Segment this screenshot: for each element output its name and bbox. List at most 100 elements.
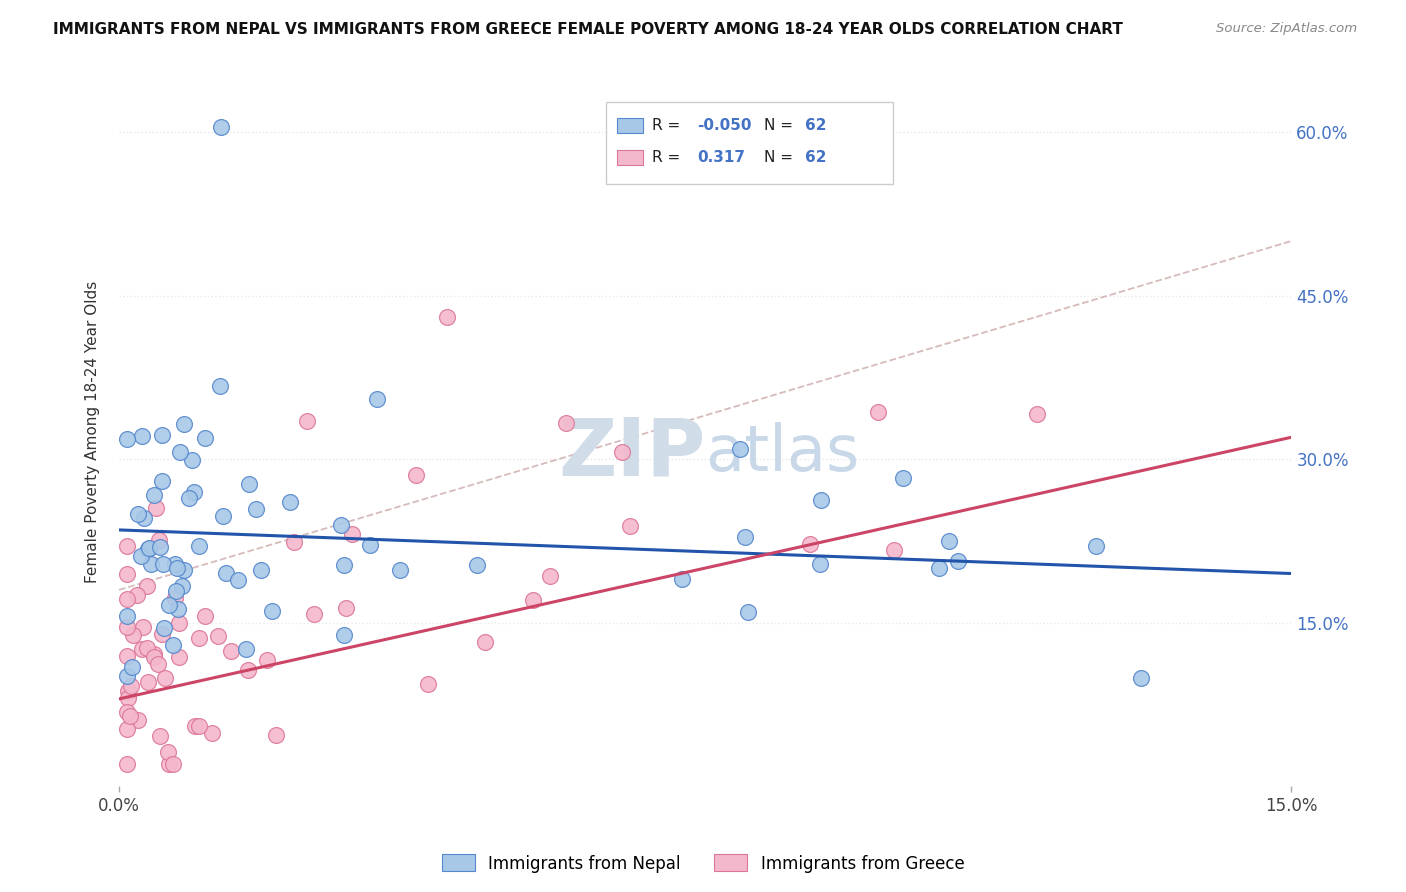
Point: [891, 471, 914, 485]
Text: -0.050: -0.050: [697, 118, 752, 133]
Point: [238, 476, 260, 491]
Point: [194, 609, 217, 624]
Point: [256, 653, 278, 667]
Point: [219, 644, 242, 658]
Point: [177, 491, 200, 505]
Point: [184, 719, 207, 733]
Point: [167, 602, 190, 616]
Point: [132, 619, 155, 633]
Point: [132, 511, 155, 525]
Point: [165, 584, 187, 599]
Point: [115, 432, 138, 446]
Text: 62: 62: [804, 118, 827, 133]
Point: [250, 563, 273, 577]
Point: [728, 442, 751, 457]
Point: [734, 530, 756, 544]
Point: [150, 626, 173, 640]
Point: [405, 468, 427, 483]
Point: [522, 592, 544, 607]
Point: [138, 542, 160, 557]
Text: ZIP: ZIP: [558, 414, 706, 492]
Point: [117, 684, 139, 698]
Point: [330, 518, 353, 533]
Point: [149, 540, 172, 554]
Point: [157, 598, 180, 612]
Point: [115, 566, 138, 581]
Text: IMMIGRANTS FROM NEPAL VS IMMIGRANTS FROM GREECE FEMALE POVERTY AMONG 18-24 YEAR : IMMIGRANTS FROM NEPAL VS IMMIGRANTS FROM…: [53, 22, 1123, 37]
Point: [810, 493, 832, 508]
Text: R =: R =: [652, 150, 690, 165]
Point: [172, 579, 194, 593]
Point: [283, 535, 305, 549]
Point: [416, 676, 439, 690]
Point: [264, 728, 287, 742]
Point: [115, 757, 138, 772]
Point: [169, 649, 191, 664]
Point: [152, 475, 174, 489]
Point: [173, 563, 195, 577]
Point: [120, 680, 142, 694]
Point: [135, 640, 157, 655]
Point: [808, 557, 831, 571]
Point: [474, 635, 496, 649]
Point: [236, 663, 259, 677]
Point: [359, 538, 381, 552]
Point: [125, 588, 148, 602]
Point: [366, 392, 388, 406]
Point: [389, 563, 412, 577]
Point: [149, 729, 172, 743]
Point: [211, 509, 233, 524]
Point: [538, 569, 561, 583]
Point: [115, 620, 138, 634]
Bar: [617, 150, 643, 165]
Point: [173, 417, 195, 431]
Point: [883, 543, 905, 558]
Point: [143, 650, 166, 665]
Point: [180, 452, 202, 467]
Point: [799, 537, 821, 551]
Text: atlas: atlas: [706, 422, 859, 484]
Point: [235, 642, 257, 657]
Point: [120, 708, 142, 723]
Point: [188, 632, 211, 646]
Point: [155, 671, 177, 685]
Point: [136, 675, 159, 690]
Legend: Immigrants from Nepal, Immigrants from Greece: Immigrants from Nepal, Immigrants from G…: [434, 847, 972, 880]
Point: [163, 591, 186, 606]
Point: [215, 566, 238, 581]
Point: [1085, 539, 1108, 553]
Point: [143, 487, 166, 501]
Point: [295, 414, 318, 428]
Point: [612, 445, 634, 459]
Point: [1130, 671, 1153, 685]
Point: [436, 310, 458, 325]
Point: [148, 533, 170, 548]
Point: [150, 427, 173, 442]
Point: [131, 429, 153, 443]
Point: [187, 539, 209, 553]
Text: Source: ZipAtlas.com: Source: ZipAtlas.com: [1216, 22, 1357, 36]
Point: [194, 432, 217, 446]
Point: [245, 501, 267, 516]
Point: [138, 541, 160, 555]
Point: [115, 669, 138, 683]
Point: [115, 705, 138, 719]
Point: [737, 605, 759, 619]
Point: [169, 615, 191, 630]
Text: N =: N =: [763, 118, 797, 133]
Point: [866, 405, 889, 419]
Point: [122, 628, 145, 642]
Point: [157, 757, 180, 772]
Point: [115, 539, 138, 553]
Point: [153, 621, 176, 635]
Point: [187, 719, 209, 733]
Point: [465, 558, 488, 572]
Point: [333, 558, 356, 573]
Point: [938, 534, 960, 549]
Point: [554, 416, 576, 430]
Text: 0.317: 0.317: [697, 150, 745, 165]
Point: [207, 629, 229, 643]
Y-axis label: Female Poverty Among 18-24 Year Olds: Female Poverty Among 18-24 Year Olds: [86, 281, 100, 582]
Point: [226, 573, 249, 587]
Point: [115, 608, 138, 623]
